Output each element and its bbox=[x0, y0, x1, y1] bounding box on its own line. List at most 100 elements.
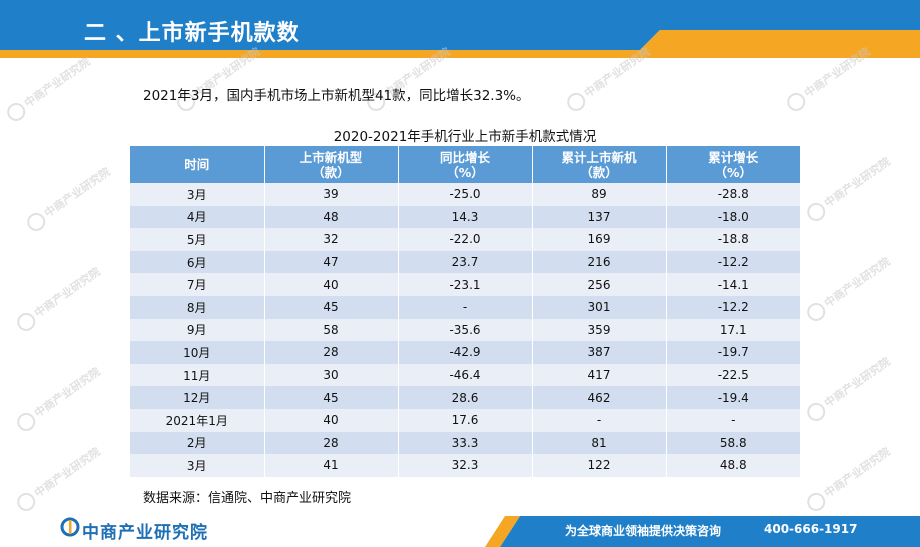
footer-bar bbox=[0, 516, 920, 547]
table-row: 12月 45 28.6 462 -19.4 bbox=[130, 386, 800, 409]
table-header-row: 时间 上市新机型 （款） 同比增长 （%） 累计上市新机 （款） 累计增长 （%） bbox=[130, 146, 800, 183]
cell-yoy-growth: 14.3 bbox=[398, 205, 533, 229]
cell-new-models: 48 bbox=[264, 205, 399, 229]
logo-circle-icon bbox=[3, 99, 29, 125]
cell-time: 2021年1月 bbox=[130, 408, 265, 432]
cell-cumulative-growth: 17.1 bbox=[666, 318, 800, 342]
logo-circle-icon bbox=[13, 489, 39, 515]
watermark: 中商产业研究院 bbox=[13, 364, 105, 435]
cell-time: 9月 bbox=[130, 318, 265, 342]
cell-cumulative-growth: 48.8 bbox=[666, 454, 800, 477]
table-body: 3月 39 -25.0 89 -28.8 4月 48 14.3 137 -18.0 5月 32 -22.… bbox=[130, 183, 800, 477]
header-banner: 二 、上市新手机款数 bbox=[0, 0, 920, 64]
cell-new-models: 30 bbox=[264, 363, 399, 387]
cell-cumulative-models: 169 bbox=[532, 228, 667, 251]
column-header-yoy-growth: 同比增长 （%） bbox=[398, 146, 533, 183]
cell-cumulative-growth: -19.4 bbox=[666, 386, 800, 409]
watermark: 中商产业研究院 bbox=[3, 54, 95, 125]
cell-new-models: 40 bbox=[264, 273, 399, 296]
footer-slogan: 为全球商业领袖提供决策咨询 bbox=[565, 524, 722, 538]
data-source: 数据来源：信通院、中商产业研究院 bbox=[143, 491, 352, 506]
cell-cumulative-models: 89 bbox=[532, 183, 667, 206]
cell-time: 2月 bbox=[130, 431, 265, 455]
cell-new-models: 39 bbox=[264, 183, 399, 206]
cell-cumulative-models: 301 bbox=[532, 295, 667, 319]
stats-table: 时间 上市新机型 （款） 同比增长 （%） 累计上市新机 （款） 累计增长 （%） 3月… bbox=[130, 146, 800, 477]
column-header-cumulative-models: 累计上市新机 （款） bbox=[532, 146, 667, 183]
logo-circle-icon bbox=[803, 199, 829, 225]
cell-yoy-growth: 23.7 bbox=[398, 250, 533, 274]
cell-yoy-growth: -22.0 bbox=[398, 228, 533, 251]
watermark: 中商产业研究院 bbox=[803, 154, 895, 225]
cell-cumulative-growth: -18.8 bbox=[666, 228, 800, 251]
cell-time: 4月 bbox=[130, 205, 265, 229]
cell-cumulative-models: 122 bbox=[532, 454, 667, 477]
cell-new-models: 41 bbox=[264, 454, 399, 477]
cell-cumulative-growth: -18.0 bbox=[666, 205, 800, 229]
watermark: 中商产业研究院 bbox=[803, 444, 895, 515]
cell-cumulative-models: 81 bbox=[532, 431, 667, 455]
page-title: 二 、上市新手机款数 bbox=[84, 21, 300, 46]
cell-cumulative-models: 359 bbox=[532, 318, 667, 342]
cell-new-models: 45 bbox=[264, 386, 399, 409]
cell-cumulative-models: 216 bbox=[532, 250, 667, 274]
table-row: 5月 32 -22.0 169 -18.8 bbox=[130, 228, 800, 251]
table-row: 8月 45-301 -12.2 bbox=[130, 295, 800, 319]
watermark: 中商产业研究院 bbox=[23, 164, 115, 235]
cell-yoy-growth: - bbox=[398, 295, 533, 319]
cell-cumulative-models: 256 bbox=[532, 273, 667, 296]
logo-circle-icon bbox=[13, 409, 39, 435]
cell-new-models: 45 bbox=[264, 295, 399, 319]
cell-new-models: 28 bbox=[264, 431, 399, 455]
cell-cumulative-models: 387 bbox=[532, 341, 667, 364]
logo-circle-icon bbox=[803, 489, 829, 515]
cell-new-models: 58 bbox=[264, 318, 399, 342]
cell-cumulative-growth: -14.1 bbox=[666, 273, 800, 296]
table-row: 3月 41 32.3 122 48.8 bbox=[130, 454, 800, 477]
logo-circle-icon bbox=[563, 89, 589, 115]
table-title: 2020-2021年手机行业上市新手机款式情况 bbox=[333, 129, 597, 145]
summary-text: 2021年3月，国内手机市场上市新机型41款，同比增长32.3%。 bbox=[143, 88, 530, 104]
cell-yoy-growth: 28.6 bbox=[398, 386, 533, 409]
cell-cumulative-growth: -22.5 bbox=[666, 363, 800, 387]
table-row: 2021年1月 40 17.6- - bbox=[130, 408, 800, 432]
column-header-new-models: 上市新机型 （款） bbox=[264, 146, 399, 183]
company-logo-text: 中商产业研究院 bbox=[82, 523, 208, 543]
company-logo-icon bbox=[60, 517, 80, 537]
cell-new-models: 40 bbox=[264, 408, 399, 432]
footer-phone: 400-666-1917 bbox=[764, 522, 858, 536]
cell-yoy-growth: -23.1 bbox=[398, 273, 533, 296]
cell-time: 8月 bbox=[130, 295, 265, 319]
cell-yoy-growth: 33.3 bbox=[398, 431, 533, 455]
cell-yoy-growth: 32.3 bbox=[398, 454, 533, 477]
cell-time: 12月 bbox=[130, 386, 265, 409]
watermark: 中商产业研究院 bbox=[803, 254, 895, 325]
cell-cumulative-models: 462 bbox=[532, 386, 667, 409]
cell-yoy-growth: -35.6 bbox=[398, 318, 533, 342]
cell-cumulative-growth: -12.2 bbox=[666, 250, 800, 274]
cell-time: 6月 bbox=[130, 250, 265, 274]
column-header-cumulative-growth: 累计增长 （%） bbox=[666, 146, 800, 183]
cell-time: 5月 bbox=[130, 228, 265, 251]
cell-cumulative-models: 417 bbox=[532, 363, 667, 387]
cell-cumulative-growth: - bbox=[666, 408, 800, 432]
cell-new-models: 47 bbox=[264, 250, 399, 274]
logo-circle-icon bbox=[783, 89, 809, 115]
cell-cumulative-growth: -12.2 bbox=[666, 295, 800, 319]
cell-cumulative-growth: -19.7 bbox=[666, 341, 800, 364]
logo-circle-icon bbox=[13, 309, 39, 335]
cell-time: 11月 bbox=[130, 363, 265, 387]
logo-circle-icon bbox=[23, 209, 49, 235]
cell-time: 10月 bbox=[130, 341, 265, 364]
table-row: 7月 40 -23.1 256 -14.1 bbox=[130, 273, 800, 296]
cell-cumulative-growth: -28.8 bbox=[666, 183, 800, 206]
banner-shape bbox=[0, 0, 920, 58]
cell-time: 7月 bbox=[130, 273, 265, 296]
cell-yoy-growth: -42.9 bbox=[398, 341, 533, 364]
table-row: 3月 39 -25.0 89 -28.8 bbox=[130, 183, 800, 206]
table-row: 4月 48 14.3 137 -18.0 bbox=[130, 205, 800, 229]
cell-new-models: 28 bbox=[264, 341, 399, 364]
table-row: 9月 58 -35.6 359 17.1 bbox=[130, 318, 800, 342]
footer-shape bbox=[0, 516, 920, 547]
watermark: 中商产业研究院 bbox=[13, 444, 105, 515]
